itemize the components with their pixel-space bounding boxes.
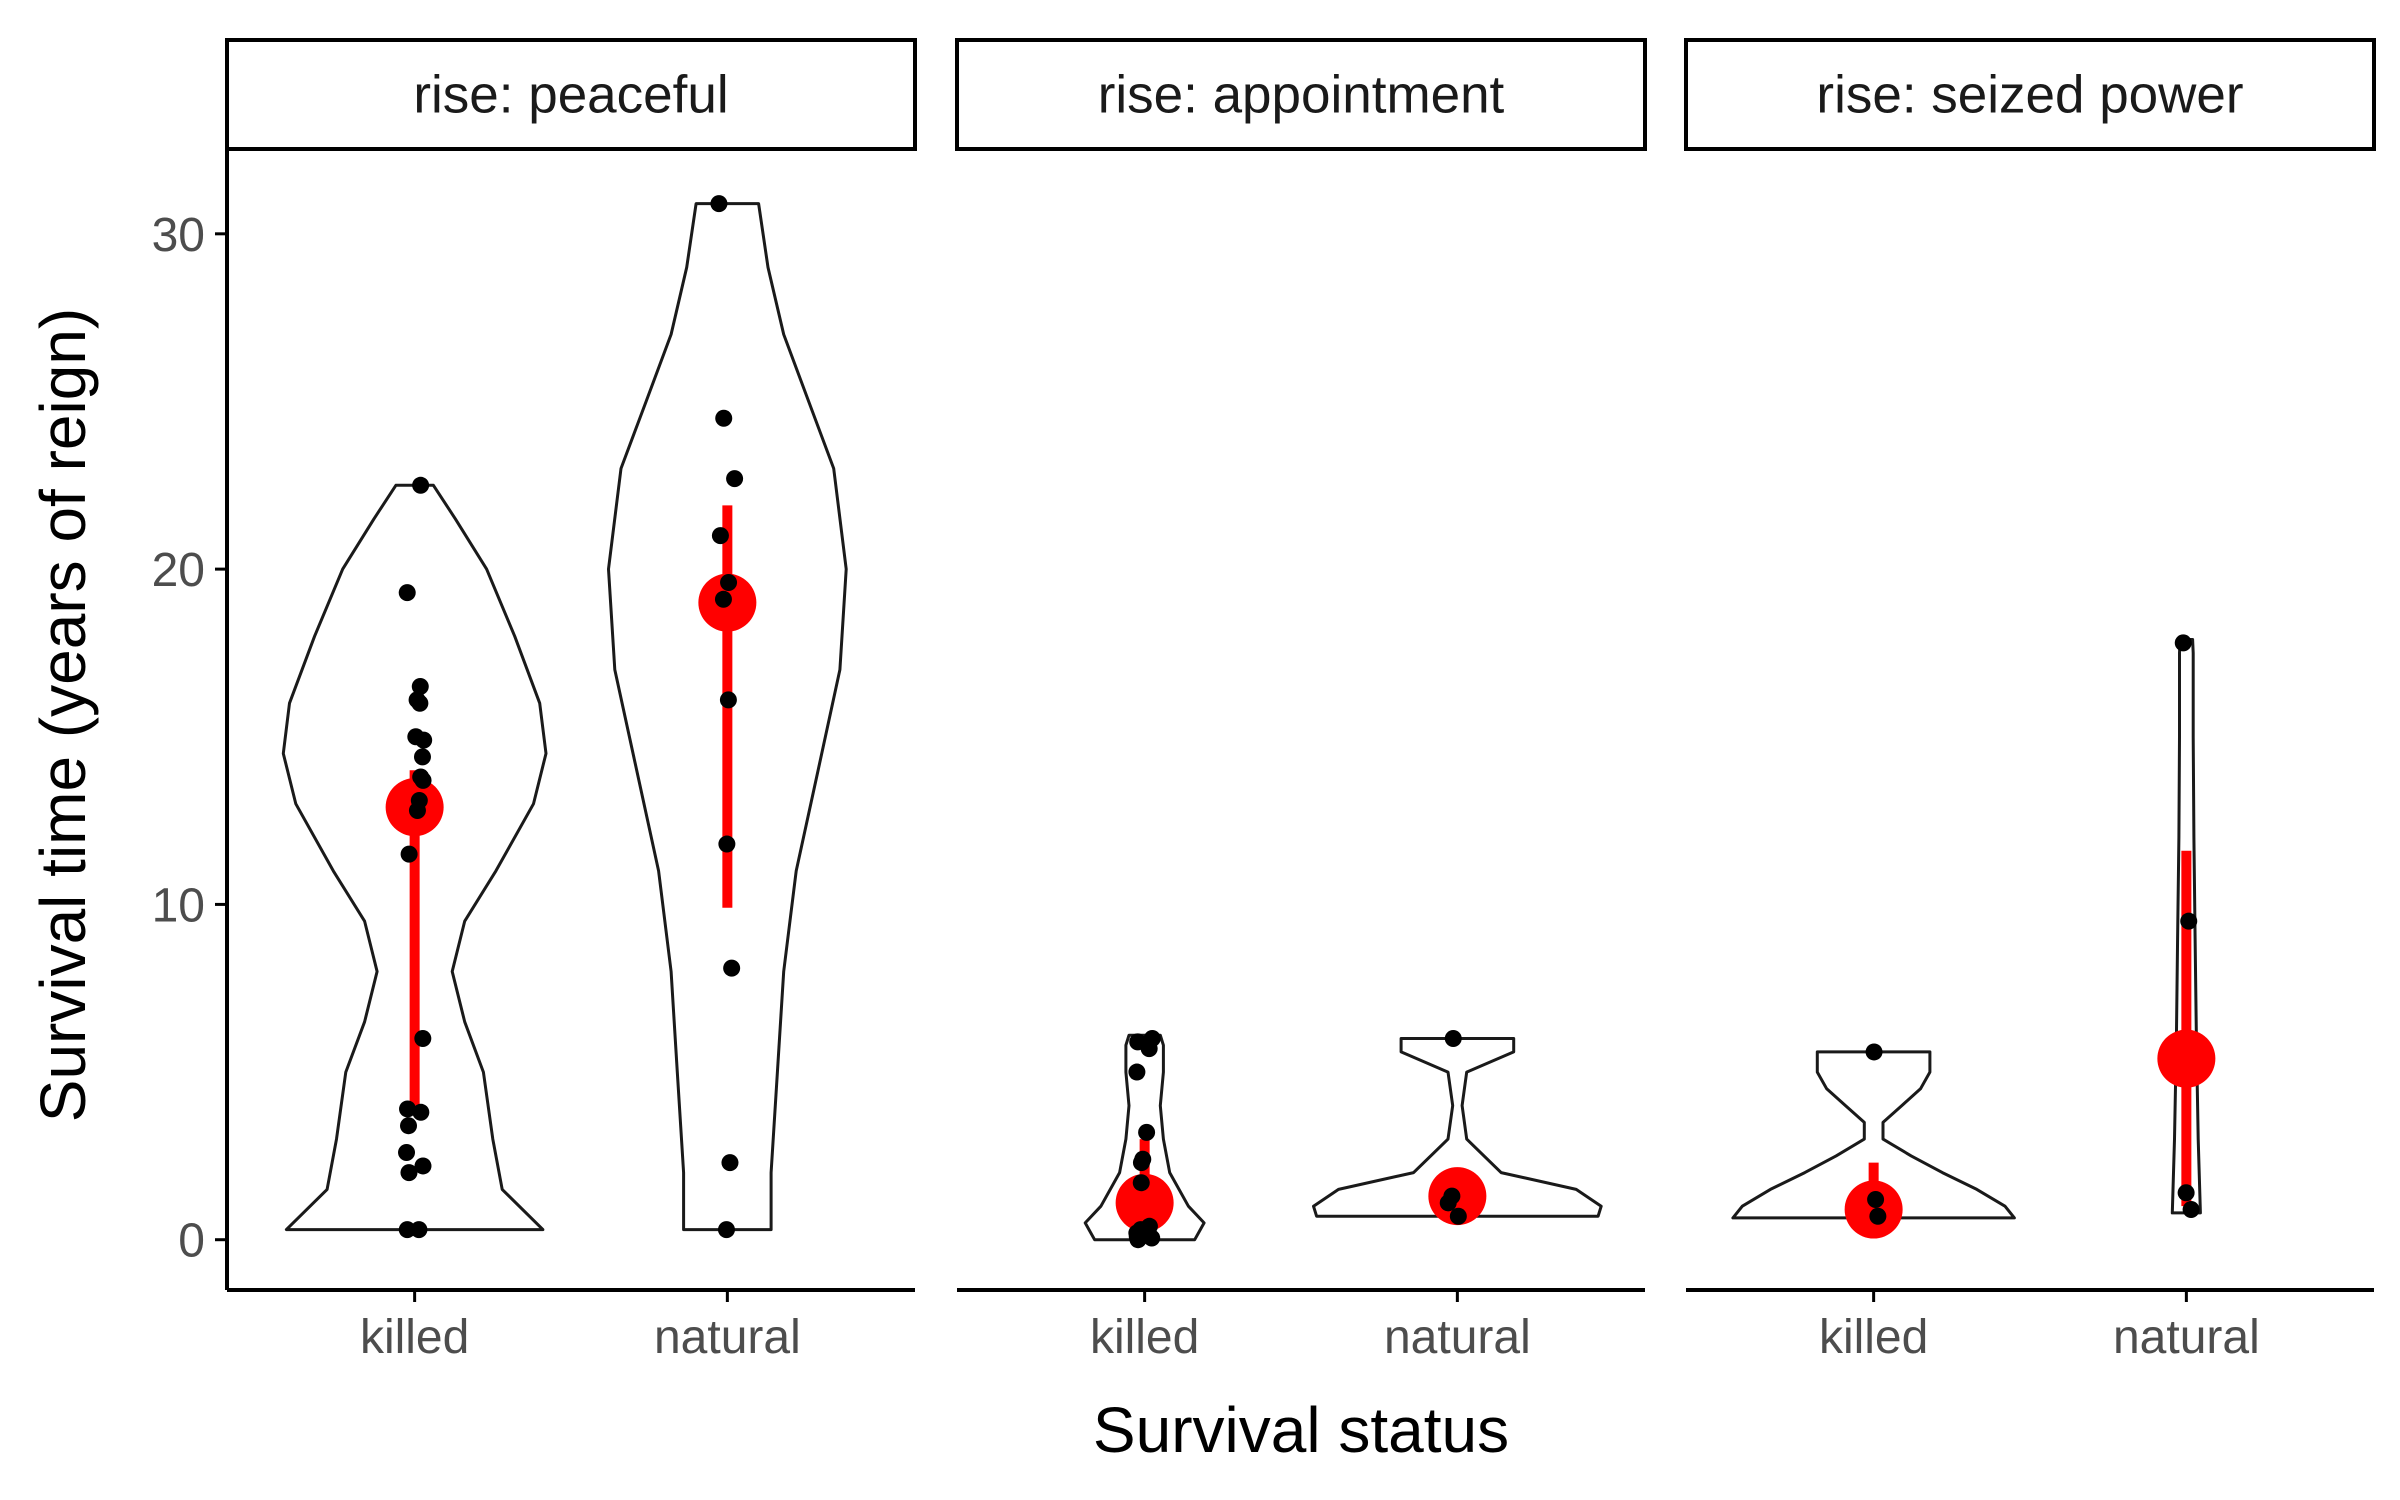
x-tick-label: natural [654, 1311, 801, 1364]
data-point [400, 1117, 418, 1135]
facet-strip [225, 38, 917, 151]
data-point [1867, 1190, 1885, 1208]
x-tick-label: killed [1819, 1311, 1928, 1364]
facet-strip-label: rise: seized power [1816, 66, 2243, 125]
data-point [1129, 1231, 1147, 1249]
data-point [711, 527, 729, 545]
data-point [2180, 912, 2198, 930]
data-point [1143, 1229, 1161, 1247]
data-point [1140, 1040, 1158, 1058]
summary-mean-point [1115, 1173, 1174, 1232]
data-point [2177, 1184, 2195, 1202]
data-point [1449, 1207, 1467, 1225]
data-point [1132, 1154, 1150, 1172]
y-tick-label: 10 [152, 879, 205, 932]
data-point [400, 845, 418, 863]
data-point [721, 1154, 739, 1172]
violin-killed [1731, 1050, 2016, 1220]
data-point [2182, 1201, 2200, 1219]
data-point [398, 1221, 416, 1239]
data-point [717, 1221, 735, 1239]
data-point [399, 1100, 417, 1118]
data-point [414, 771, 432, 789]
data-point [412, 1103, 430, 1121]
x-tick-label: natural [1384, 1311, 1531, 1364]
x-axis-title: Survival status [1093, 1394, 1509, 1466]
y-tick-label: 20 [152, 544, 205, 597]
data-point [413, 748, 431, 766]
data-point [398, 584, 416, 602]
data-point [412, 476, 430, 494]
facet-strip [955, 38, 1647, 151]
data-point [1138, 1123, 1156, 1141]
summary-mean-point [2157, 1029, 2216, 1088]
x-tick-label: killed [1090, 1311, 1199, 1364]
data-point [398, 1144, 416, 1162]
data-point [1128, 1063, 1146, 1081]
data-point [414, 1157, 432, 1175]
data-point [723, 959, 741, 977]
data-point [714, 590, 732, 608]
data-point [719, 691, 737, 709]
data-point [715, 409, 733, 427]
y-tick-label: 0 [178, 1215, 205, 1268]
x-tick-label: killed [360, 1311, 469, 1364]
facet-strip-label: rise: appointment [1098, 66, 1505, 125]
facet-strip-label: rise: peaceful [413, 66, 728, 125]
facet-strip [1684, 38, 2376, 151]
data-point [414, 1030, 432, 1048]
data-point [720, 574, 738, 592]
data-point [415, 731, 433, 749]
data-point [411, 677, 429, 695]
data-point [410, 1221, 428, 1239]
data-point [1439, 1194, 1457, 1212]
data-point [1869, 1207, 1887, 1225]
data-point [1132, 1174, 1150, 1192]
violin-natural [1312, 1037, 1603, 1218]
x-tick-label: natural [2113, 1311, 2260, 1364]
data-point [718, 835, 736, 853]
y-axis-title: Survival time (years of reign) [27, 308, 99, 1122]
data-point [1444, 1030, 1462, 1048]
data-point [408, 802, 426, 820]
data-point [400, 1164, 418, 1182]
data-point [2174, 634, 2192, 652]
data-point [411, 694, 429, 712]
data-point [710, 195, 728, 213]
data-point [1865, 1043, 1883, 1061]
y-tick-label: 30 [152, 209, 205, 262]
data-point [726, 470, 744, 488]
